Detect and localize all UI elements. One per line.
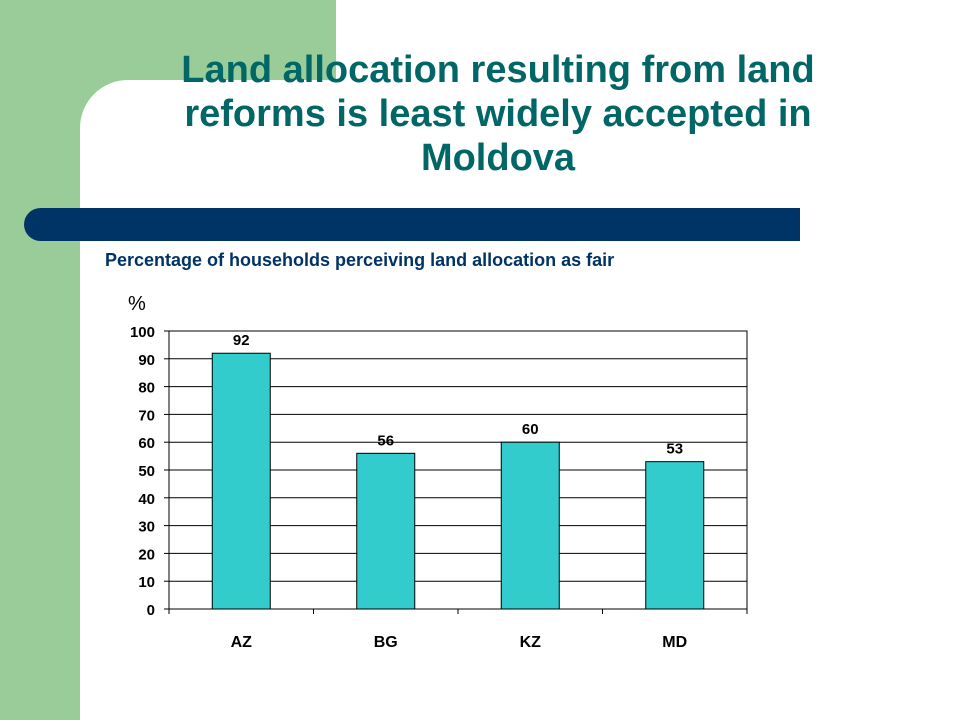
x-category-label: KZ bbox=[520, 634, 542, 651]
bar-md bbox=[645, 461, 705, 610]
y-tick-label: 70 bbox=[138, 407, 155, 424]
y-tick-label: 60 bbox=[138, 435, 155, 452]
y-tick-label: 80 bbox=[138, 380, 155, 397]
bar-kz bbox=[500, 441, 560, 610]
title-divider-bar bbox=[24, 208, 800, 241]
y-tick-label: 100 bbox=[130, 324, 155, 341]
y-tick-label: 30 bbox=[138, 519, 155, 536]
chart-subtitle: Percentage of households perceiving land… bbox=[105, 250, 615, 270]
left-accent-strip bbox=[0, 0, 80, 720]
data-label: 56 bbox=[377, 432, 394, 449]
data-label: 60 bbox=[522, 421, 539, 438]
slide-title: Land allocation resulting from land refo… bbox=[181, 49, 815, 179]
y-tick-label: 40 bbox=[138, 491, 155, 508]
data-label: 92 bbox=[233, 332, 250, 349]
x-category-label: AZ bbox=[231, 634, 253, 651]
y-tick-label: 90 bbox=[138, 352, 155, 369]
y-tick-label: 0 bbox=[147, 602, 155, 619]
y-axis-unit-label: % bbox=[128, 293, 146, 315]
x-category-label: MD bbox=[662, 634, 687, 651]
bar-bg bbox=[356, 452, 416, 610]
y-tick-label: 20 bbox=[138, 546, 155, 563]
data-label: 53 bbox=[666, 441, 683, 458]
bar-az bbox=[211, 352, 271, 610]
x-category-label: BG bbox=[374, 634, 398, 651]
y-tick-label: 50 bbox=[138, 463, 155, 480]
y-tick-label: 10 bbox=[138, 574, 155, 591]
